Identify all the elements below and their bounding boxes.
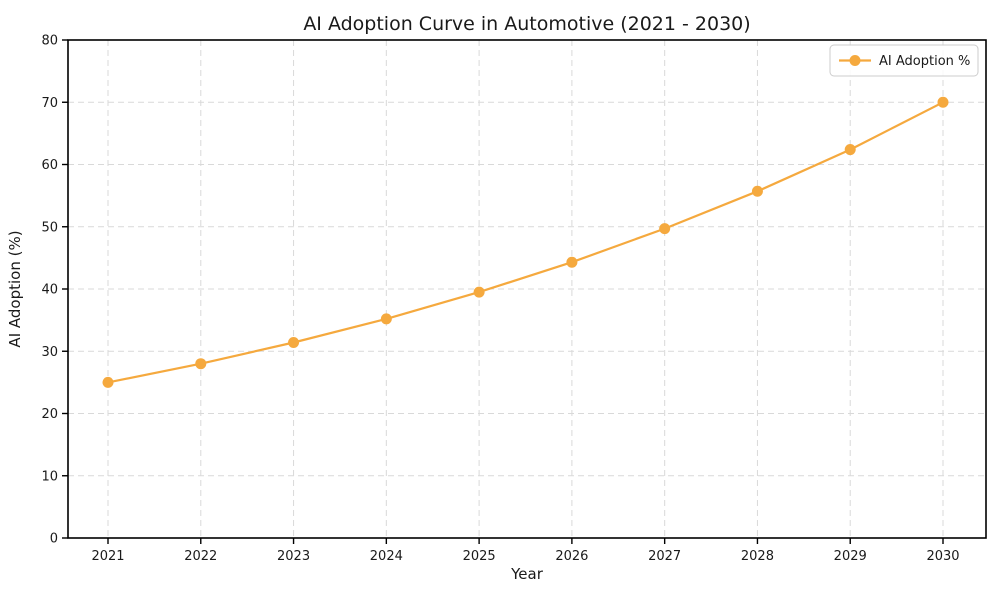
data-point-2022: [195, 358, 207, 370]
data-point-2027: [659, 223, 671, 235]
data-point-2030: [937, 96, 949, 108]
legend-marker-icon: [849, 55, 861, 66]
legend: AI Adoption %: [829, 44, 979, 77]
data-point-2021: [102, 376, 114, 388]
x-tick-label: 2024: [370, 549, 403, 564]
data-point-2028: [751, 185, 763, 197]
x-tick-label: 2028: [741, 549, 774, 564]
x-tick-label: 2023: [277, 549, 310, 564]
y-tick-label: 30: [41, 345, 58, 360]
y-tick-label: 80: [41, 34, 58, 49]
y-tick-label: 50: [41, 220, 58, 235]
x-tick-label: 2022: [184, 549, 217, 564]
data-point-2024: [380, 313, 392, 325]
data-point-2029: [844, 144, 856, 156]
y-tick-label: 60: [41, 158, 58, 173]
legend-box: [829, 44, 979, 77]
y-tick-label: 40: [41, 283, 58, 298]
data-point-2023: [288, 337, 300, 349]
x-axis-label: Year: [510, 565, 544, 583]
x-tick-label: 2029: [834, 549, 867, 564]
data-point-2025: [473, 286, 485, 298]
x-tick-label: 2027: [648, 549, 681, 564]
y-tick-label: 0: [50, 532, 58, 547]
x-tick-label: 2021: [91, 549, 124, 564]
y-tick-label: 70: [41, 96, 58, 111]
y-axis-label: AI Adoption (%): [6, 230, 24, 347]
chart-title: AI Adoption Curve in Automotive (2021 - …: [303, 13, 750, 35]
y-tick-label: 20: [41, 407, 58, 422]
grid: [68, 39, 986, 539]
x-tick-label: 2025: [463, 549, 496, 564]
legend-label: AI Adoption %: [879, 54, 970, 69]
x-tick-label: 2026: [555, 549, 588, 564]
x-tick-label: 2030: [926, 549, 959, 564]
adoption-line: [106, 101, 945, 384]
data-point-2026: [566, 256, 578, 268]
y-tick-label: 10: [41, 469, 58, 484]
